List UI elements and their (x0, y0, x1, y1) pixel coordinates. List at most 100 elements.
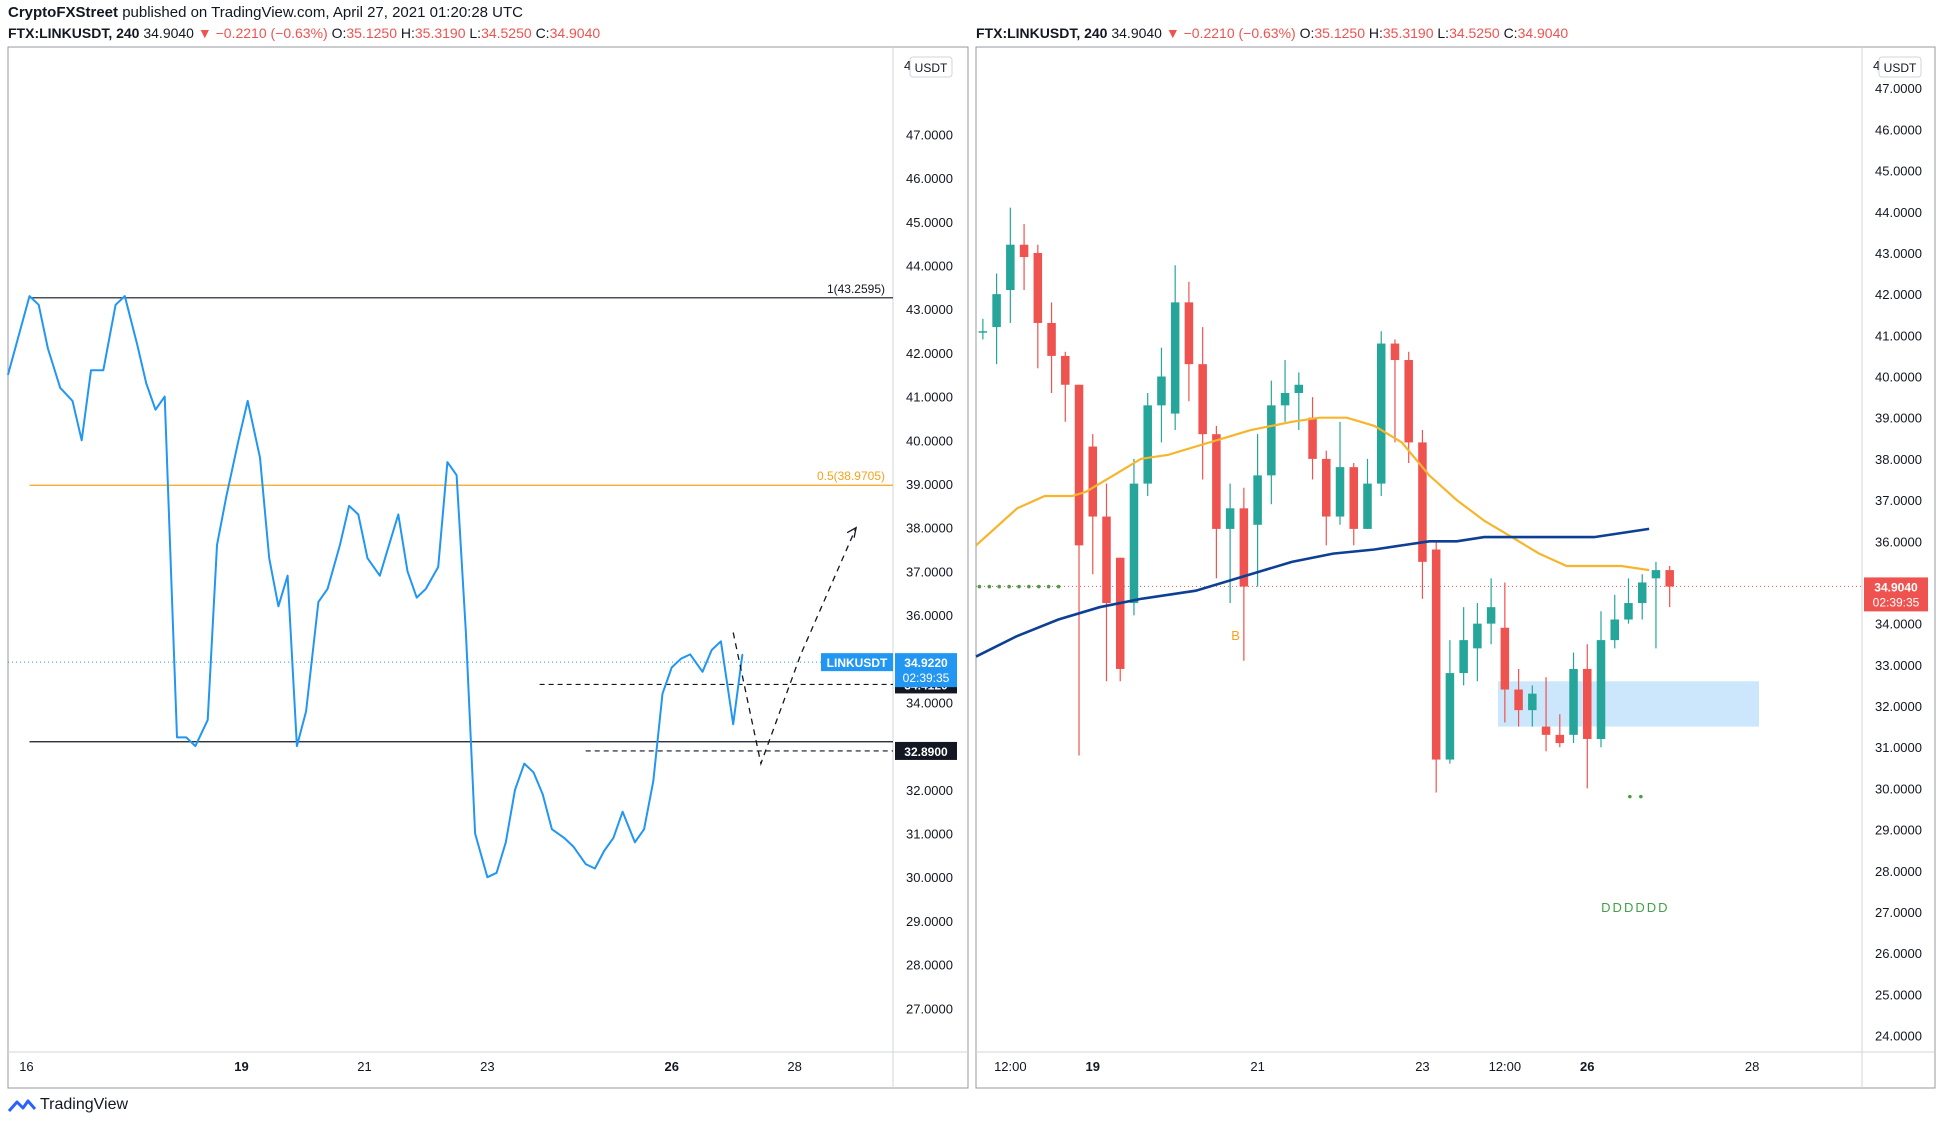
y-tick-label: 36.0000 (1875, 534, 1922, 549)
price-tag-countdown: 02:39:35 (903, 671, 950, 685)
y-tick-label: 37.0000 (1875, 493, 1922, 508)
right-chart-panel: 24.0000 25.0000 26.0000 27.0000 28.0000 29.00… (975, 46, 1936, 1089)
candle-body (1129, 483, 1139, 604)
price-tag-value: 34.9220 (904, 656, 948, 670)
series-point (416, 596, 418, 599)
currency-label-box (1878, 56, 1922, 78)
publisher-name[interactable]: CryptoFXStreet (8, 4, 119, 21)
series-point (505, 841, 507, 843)
td-dot (1017, 584, 1021, 589)
td-dot (1639, 794, 1643, 799)
x-tick-label: 19 (1086, 1059, 1100, 1074)
candle-body (1624, 603, 1633, 620)
y-tick-label: 38.0000 (1875, 452, 1922, 467)
low-label: L: (1437, 25, 1450, 41)
candle-body (1431, 549, 1441, 760)
price-tag-box (1864, 577, 1928, 612)
candle-body (1528, 693, 1537, 711)
candle-body (1404, 360, 1413, 443)
ema-fast-line (975, 416, 1650, 572)
y-tick-label: 46.0000 (906, 171, 953, 186)
series-point (207, 719, 209, 721)
y-tick-label: 33.0000 (1875, 658, 1922, 673)
price-tag-value: 34.9040 (1874, 580, 1918, 594)
series-point (474, 832, 476, 835)
symbol-label[interactable]: FTX:LINKUSDT, 240 (976, 25, 1108, 41)
y-tick-label: 24.0000 (1875, 1029, 1922, 1044)
td-dot (1036, 584, 1041, 589)
series-point (237, 439, 240, 441)
series-point (348, 505, 350, 507)
tradingview-brand: TradingView (40, 1096, 129, 1113)
candle-body (1583, 668, 1592, 739)
series-point (465, 631, 467, 634)
candle-body (1308, 417, 1317, 459)
symbol-label[interactable]: FTX:LINKUSDT, 240 (8, 25, 140, 41)
open-label: O: (331, 25, 347, 41)
candle-body (1143, 405, 1152, 484)
candle-body (1349, 467, 1359, 529)
y-tick-label: 43.0000 (1875, 246, 1922, 261)
series-point (59, 387, 61, 389)
candle-body (1047, 322, 1056, 356)
y-tick-label: 47.0000 (1875, 81, 1922, 96)
candle-body (1225, 508, 1235, 529)
series-point (176, 736, 178, 738)
high-value: 35.3190 (1382, 25, 1434, 41)
series-point (379, 575, 381, 577)
y-tick-label: 31.0000 (1875, 740, 1922, 755)
y-tick-label: 40.0000 (906, 433, 953, 448)
last-price: 34.9040 (1111, 25, 1162, 41)
candle-body (1019, 244, 1029, 258)
x-tick-label: 16 (19, 1059, 33, 1074)
currency-label: USDT (915, 61, 948, 75)
y-tick-label-top: 4 (904, 58, 911, 73)
candle-body (1596, 640, 1606, 739)
candle-body (1157, 376, 1166, 406)
x-tick-label: 12:00 (994, 1059, 1027, 1074)
candle-body (992, 294, 1001, 328)
y-tick-label: 37.0000 (906, 564, 953, 579)
candle-body (1198, 364, 1207, 435)
series-point (136, 343, 138, 345)
series-point (366, 557, 369, 559)
price-change: −0.2210 (−0.63%) (215, 25, 328, 41)
candle-body (1445, 673, 1455, 760)
candle-body (1335, 467, 1345, 517)
high-label: H: (400, 25, 415, 41)
td-dot (1007, 584, 1011, 589)
candle-body (1637, 582, 1647, 604)
series-point (102, 369, 104, 371)
close-value: 34.9040 (549, 25, 601, 41)
price-change: −0.2210 (−0.63%) (1183, 25, 1296, 41)
candle-body (1061, 355, 1070, 385)
left-chart-panel: 27.0000 28.0000 29.0000 30.0000 31.0000 32.00… (7, 46, 969, 1089)
symbol-tag-label: LINKUSDT (827, 656, 888, 670)
series-point (277, 605, 280, 607)
series-point (563, 837, 565, 839)
currency-label-box (909, 56, 953, 78)
series-point (28, 295, 31, 297)
support-32.89-tag (895, 741, 957, 760)
candle-body (1363, 483, 1372, 529)
series-point (7, 374, 9, 376)
published-text: published on TradingView.com, April 27, … (118, 4, 524, 21)
y-tick-label: 32.0000 (1875, 699, 1922, 714)
y-tick-label: 43.0000 (906, 302, 953, 317)
td-dot (1056, 584, 1061, 589)
candle-body (1280, 392, 1290, 406)
series-point (643, 828, 645, 830)
candle-body (1486, 607, 1496, 624)
candle-body (1102, 516, 1111, 604)
y-tick-label: 28.0000 (1875, 864, 1922, 879)
candle-body (1322, 458, 1331, 517)
close-label: C: (1503, 25, 1518, 41)
candle-body (1651, 570, 1661, 579)
fib-0.5-label: 0.5(38.9705) (817, 469, 885, 483)
x-tick-label: 19 (234, 1059, 248, 1074)
tradingview-footer[interactable]: TradingView (8, 1096, 128, 1114)
candle-body (1212, 434, 1221, 529)
candle-body (1473, 623, 1482, 649)
y-tick-label: 34.0000 (1875, 617, 1922, 632)
